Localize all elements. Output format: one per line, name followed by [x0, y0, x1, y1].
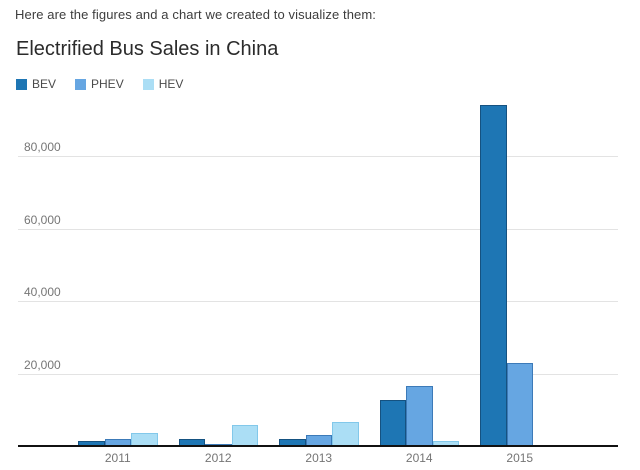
legend-swatch-bev: [16, 78, 27, 90]
bar-phev-2015: [506, 363, 533, 446]
bar-bev-2014: [379, 400, 406, 446]
intro-text: Here are the figures and a chart we crea…: [15, 7, 376, 22]
bar-phev-2014: [406, 386, 433, 446]
chart-title: Electrified Bus Sales in China: [16, 38, 279, 60]
gridline: [18, 373, 618, 375]
legend-label: PHEV: [91, 77, 124, 91]
y-tick-label: 80,000: [24, 140, 61, 154]
x-tick-label: 2011: [104, 451, 131, 465]
bar-hev-2012: [231, 425, 258, 446]
bar-hev-2011: [131, 432, 158, 446]
legend-item-hev: HEV: [142, 77, 184, 91]
x-tick-label: 2013: [305, 451, 333, 465]
gridline: [18, 156, 618, 157]
x-tick-label: 2015: [506, 451, 534, 465]
x-tick-label: 2012: [204, 451, 232, 465]
x-axis-line: [18, 445, 618, 447]
y-tick-label: 40,000: [24, 285, 61, 299]
y-tick-label: 60,000: [24, 212, 61, 227]
y-tick-label: 20,000: [24, 357, 61, 372]
legend-swatch-phev: [75, 78, 87, 90]
legend-swatch-hev: [142, 78, 154, 90]
bar-bev-2015: [480, 105, 507, 446]
gridline: [18, 301, 618, 302]
legend-label: HEV: [158, 77, 184, 91]
gridline: [18, 228, 618, 230]
legend-label: BEV: [32, 77, 57, 91]
bar-hev-2013: [332, 422, 359, 446]
x-tick-label: 2014: [405, 451, 433, 465]
chart-legend: BEV PHEV HEV: [16, 77, 202, 91]
legend-item-phev: PHEV: [75, 77, 124, 91]
legend-item-bev: BEV: [16, 77, 56, 91]
